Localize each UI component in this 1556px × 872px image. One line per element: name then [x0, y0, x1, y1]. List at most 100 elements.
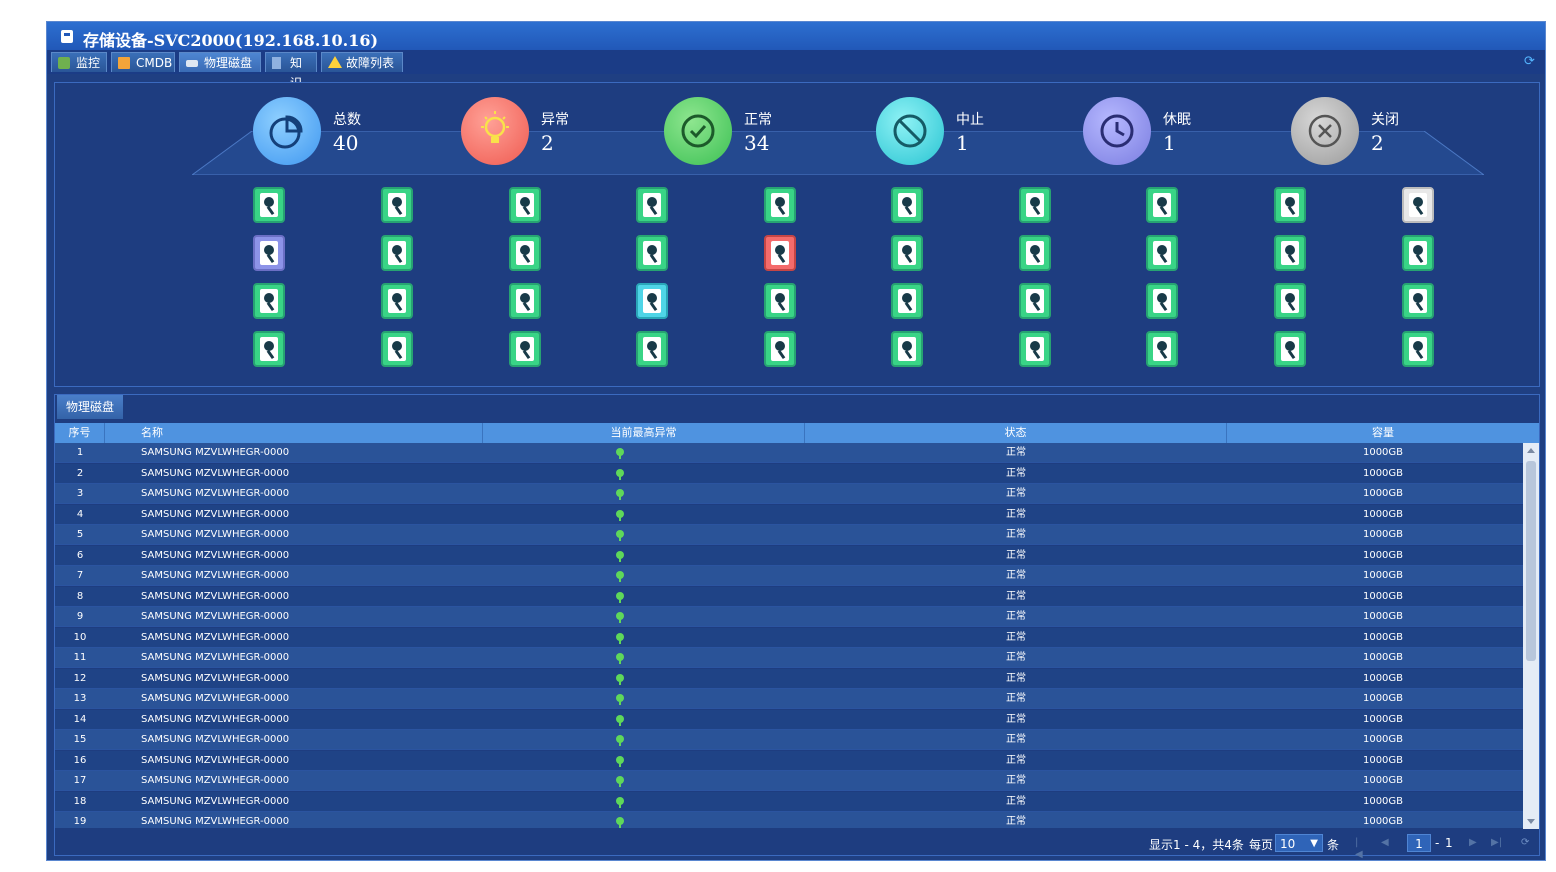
disk-normal-icon[interactable] [253, 283, 285, 319]
disk-normal-icon[interactable] [1019, 187, 1051, 223]
disk-normal-icon[interactable] [253, 187, 285, 223]
disk-abnormal-icon[interactable] [764, 235, 796, 271]
disk-stop-icon[interactable] [636, 283, 668, 319]
disk-normal-icon[interactable] [1019, 235, 1051, 271]
disk-normal-icon[interactable] [509, 331, 541, 367]
stat-total[interactable]: 总数 40 [253, 97, 453, 165]
disk-normal-icon[interactable] [1019, 331, 1051, 367]
tab-knowledge[interactable]: 知识 [265, 52, 317, 90]
first-page-icon[interactable]: |◀ [1355, 837, 1363, 860]
disk-normal-icon[interactable] [1274, 187, 1306, 223]
disk-normal-icon[interactable] [636, 187, 668, 223]
disk-normal-icon[interactable] [891, 235, 923, 271]
per-page-select[interactable]: 10 ▼ [1275, 834, 1323, 852]
disk-normal-icon[interactable] [381, 187, 413, 223]
disk-normal-icon[interactable] [509, 235, 541, 271]
table-row[interactable]: 8 SAMSUNG MZVLWHEGR-0000 正常 1000GB [55, 586, 1523, 607]
tab-fault-list[interactable]: 故障列表 [321, 52, 403, 72]
disk-normal-icon[interactable] [636, 331, 668, 367]
disk-normal-icon[interactable] [1402, 235, 1434, 271]
disk-normal-icon[interactable] [764, 283, 796, 319]
table-row[interactable]: 11 SAMSUNG MZVLWHEGR-0000 正常 1000GB [55, 648, 1523, 668]
disk-normal-icon[interactable] [381, 331, 413, 367]
column-header-index[interactable]: 序号 [55, 423, 105, 443]
stat-label: 休眠 [1163, 112, 1191, 128]
disk-normal-icon[interactable] [509, 187, 541, 223]
disk-off-icon[interactable] [1402, 187, 1434, 223]
tab-physical-disk-list[interactable]: 物理磁盘 [57, 395, 123, 419]
disk-normal-icon[interactable] [1146, 283, 1178, 319]
table-row[interactable]: 14 SAMSUNG MZVLWHEGR-0000 正常 1000GB [55, 709, 1523, 730]
disk-normal-icon[interactable] [764, 187, 796, 223]
table-row[interactable]: 9 SAMSUNG MZVLWHEGR-0000 正常 1000GB [55, 607, 1523, 627]
table-row[interactable]: 10 SAMSUNG MZVLWHEGR-0000 正常 1000GB [55, 627, 1523, 648]
current-page-input[interactable]: 1 [1407, 834, 1431, 852]
table-row[interactable]: 3 SAMSUNG MZVLWHEGR-0000 正常 1000GB [55, 484, 1523, 504]
stat-abnormal[interactable]: 异常 2 [461, 97, 661, 165]
table-row[interactable]: 5 SAMSUNG MZVLWHEGR-0000 正常 1000GB [55, 525, 1523, 545]
table-row[interactable]: 15 SAMSUNG MZVLWHEGR-0000 正常 1000GB [55, 730, 1523, 750]
cell-name: SAMSUNG MZVLWHEGR-0000 [141, 611, 290, 622]
disk-normal-icon[interactable] [891, 283, 923, 319]
disk-normal-icon[interactable] [636, 235, 668, 271]
disk-sleep-icon[interactable] [253, 235, 285, 271]
reload-icon[interactable]: ⟳ [1521, 837, 1530, 848]
disk-normal-icon[interactable] [1402, 283, 1434, 319]
stat-sleep[interactable]: 休眠 1 [1083, 97, 1283, 165]
tab-cmdb[interactable]: CMDB [111, 52, 175, 72]
stat-closed[interactable]: 关闭 2 [1291, 97, 1491, 165]
column-header-status[interactable]: 状态 [805, 423, 1227, 443]
table-row[interactable]: 13 SAMSUNG MZVLWHEGR-0000 正常 1000GB [55, 689, 1523, 709]
cell-status: 正常 [1006, 549, 1026, 561]
disk-normal-icon[interactable] [1146, 187, 1178, 223]
cell-status: 正常 [1006, 447, 1026, 458]
disk-normal-icon[interactable] [891, 187, 923, 223]
disk-normal-icon[interactable] [253, 331, 285, 367]
cell-status: 正常 [1006, 508, 1026, 520]
disk-normal-icon[interactable] [891, 331, 923, 367]
knowledge-icon [272, 57, 281, 69]
table-row[interactable]: 4 SAMSUNG MZVLWHEGR-0000 正常 1000GB [55, 504, 1523, 525]
table-row[interactable]: 12 SAMSUNG MZVLWHEGR-0000 正常 1000GB [55, 668, 1523, 689]
table-row[interactable]: 1 SAMSUNG MZVLWHEGR-0000 正常 1000GB [55, 443, 1523, 463]
vertical-scrollbar[interactable] [1523, 443, 1539, 829]
stat-normal[interactable]: 正常 34 [664, 97, 864, 165]
column-header-highest-alarm[interactable]: 当前最高异常 [483, 423, 805, 443]
disk-normal-icon[interactable] [1146, 235, 1178, 271]
stat-stopped[interactable]: 中止 1 [876, 97, 1076, 165]
table-row[interactable]: 2 SAMSUNG MZVLWHEGR-0000 正常 1000GB [55, 463, 1523, 484]
column-header-name[interactable]: 名称 [105, 423, 483, 443]
table-row[interactable]: 18 SAMSUNG MZVLWHEGR-0000 正常 1000GB [55, 791, 1523, 812]
table-row[interactable]: 6 SAMSUNG MZVLWHEGR-0000 正常 1000GB [55, 545, 1523, 566]
disk-normal-icon[interactable] [1402, 331, 1434, 367]
table-row[interactable]: 7 SAMSUNG MZVLWHEGR-0000 正常 1000GB [55, 566, 1523, 586]
scroll-up-icon[interactable] [1527, 448, 1535, 453]
tab-physical-disk[interactable]: 物理磁盘 [179, 52, 261, 72]
scroll-down-icon[interactable] [1527, 819, 1535, 824]
disk-normal-icon[interactable] [381, 283, 413, 319]
disk-normal-icon[interactable] [1274, 331, 1306, 367]
disk-normal-icon[interactable] [1019, 283, 1051, 319]
cell-index: 1 [76, 447, 84, 458]
table-row[interactable]: 17 SAMSUNG MZVLWHEGR-0000 正常 1000GB [55, 771, 1523, 791]
tab-monitor[interactable]: 监控 [51, 52, 107, 72]
next-page-icon[interactable]: ▶ [1469, 837, 1477, 848]
refresh-icon[interactable]: ⟳ [1524, 54, 1535, 69]
cell-capacity: 1000GB [1362, 795, 1404, 807]
cell-name: SAMSUNG MZVLWHEGR-0000 [141, 693, 290, 704]
disk-normal-icon[interactable] [1146, 331, 1178, 367]
last-page-icon[interactable]: ▶| [1491, 837, 1503, 848]
pagination-bar: 显示1 - 4，共4条 每页 10 ▼ 条 |◀ ◀ 1 - 1 ▶ ▶| ⟳ [55, 832, 1539, 860]
disk-normal-icon[interactable] [1274, 283, 1306, 319]
disk-normal-icon[interactable] [381, 235, 413, 271]
cell-index: 4 [76, 508, 84, 520]
prev-page-icon[interactable]: ◀ [1381, 837, 1389, 848]
table-row[interactable]: 16 SAMSUNG MZVLWHEGR-0000 正常 1000GB [55, 750, 1523, 771]
disk-normal-icon[interactable] [1274, 235, 1306, 271]
disk-normal-icon[interactable] [509, 283, 541, 319]
column-header-capacity[interactable]: 容量 [1372, 426, 1394, 439]
tab-label: 故障列表 [346, 56, 395, 70]
table-row[interactable]: 19 SAMSUNG MZVLWHEGR-0000 正常 1000GB [55, 812, 1523, 828]
scroll-thumb[interactable] [1526, 461, 1536, 661]
disk-normal-icon[interactable] [764, 331, 796, 367]
